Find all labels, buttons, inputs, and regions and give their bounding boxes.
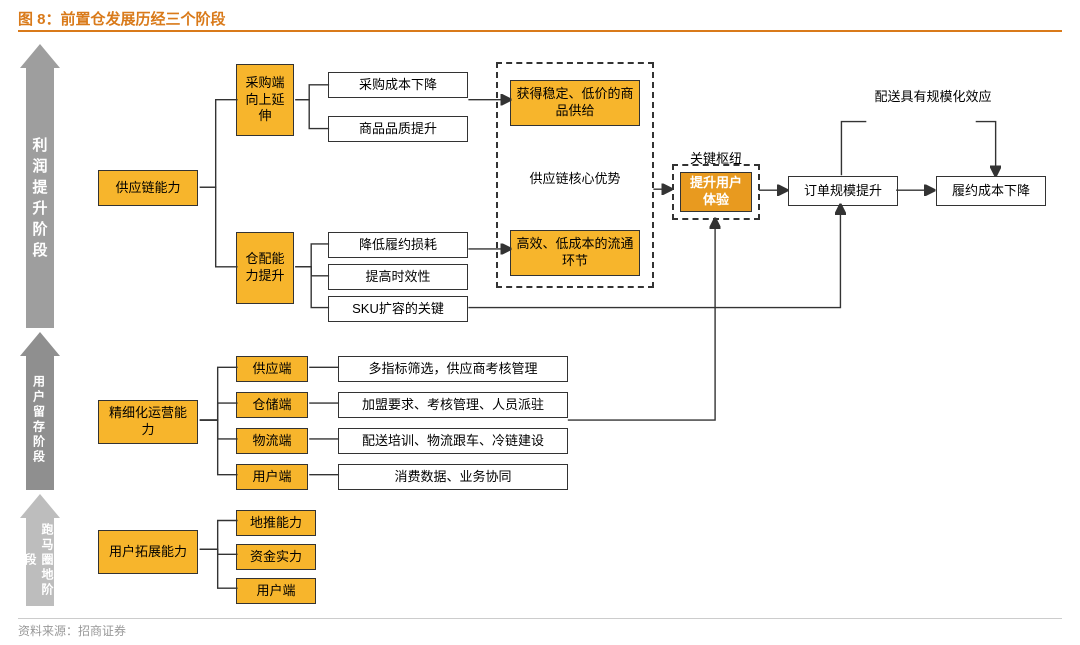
stage-2-label: 用户留存阶段	[31, 375, 48, 465]
sub-purchase: 采购端向上延伸	[236, 64, 294, 136]
ops-user: 用户端	[236, 464, 308, 490]
orders-up: 订单规模提升	[788, 176, 898, 206]
stage-1-label: 利润提升阶段	[29, 137, 50, 263]
u-user: 用户端	[236, 578, 316, 604]
ops-supply: 供应端	[236, 356, 308, 382]
o-user-detail: 消费数据、业务协同	[338, 464, 568, 490]
ops-logi: 物流端	[236, 428, 308, 454]
u-capital: 资金实力	[236, 544, 316, 570]
key-hub-node: 提升用户体验	[680, 172, 752, 212]
cap-user-expand: 用户拓展能力	[98, 530, 198, 574]
o-store-detail: 加盟要求、考核管理、人员派驻	[338, 392, 568, 418]
w-sku: SKU扩容的关键	[328, 296, 468, 322]
u-ground: 地推能力	[236, 510, 316, 536]
o-supply-detail: 多指标筛选，供应商考核管理	[338, 356, 568, 382]
ops-store: 仓储端	[236, 392, 308, 418]
adv-stable-supply: 获得稳定、低价的商品供给	[510, 80, 640, 126]
w-loss: 降低履约损耗	[328, 232, 468, 258]
adv-efficient-flow: 高效、低成本的流通环节	[510, 230, 640, 276]
p-quality-up: 商品品质提升	[328, 116, 468, 142]
adv-center-label: 供应链核心优势	[510, 168, 640, 187]
diagram-canvas: 利润提升阶段 用户留存阶段 跑马圈地阶段 供应链能力 精细化运营能力 用户拓展能…	[18, 40, 1062, 617]
sub-warehouse: 仓配能力提升	[236, 232, 294, 304]
stage-3-label: 跑马圈地阶段	[22, 520, 56, 600]
delivery-scale-label: 配送具有规模化效应	[868, 88, 998, 106]
source-footer: 资料来源：招商证券	[18, 618, 1062, 639]
p-cost-down: 采购成本下降	[328, 72, 468, 98]
cost-down: 履约成本下降	[936, 176, 1046, 206]
cap-ops: 精细化运营能力	[98, 400, 198, 444]
o-logi-detail: 配送培训、物流跟车、冷链建设	[338, 428, 568, 454]
cap-supply-chain: 供应链能力	[98, 170, 198, 206]
w-time: 提高时效性	[328, 264, 468, 290]
figure-title: 图 8：前置仓发展历经三个阶段	[18, 11, 226, 28]
